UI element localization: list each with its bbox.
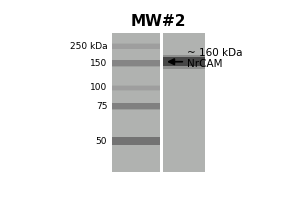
Bar: [112, 60, 160, 61]
Bar: [112, 103, 160, 109]
Bar: [163, 57, 205, 66]
Bar: [112, 48, 160, 49]
Bar: [112, 86, 160, 90]
Bar: [112, 43, 160, 44]
Bar: [112, 85, 160, 86]
Text: 75: 75: [96, 102, 107, 111]
Bar: [112, 144, 160, 145]
Bar: [112, 90, 160, 91]
Bar: [112, 66, 160, 67]
Text: ~ 160 kDa: ~ 160 kDa: [188, 48, 243, 58]
Text: 250 kDa: 250 kDa: [70, 42, 107, 51]
Text: 100: 100: [90, 83, 107, 92]
Bar: [160, 33, 163, 172]
Text: MW#2: MW#2: [131, 14, 186, 29]
Bar: [112, 33, 205, 172]
Bar: [112, 44, 160, 49]
Bar: [112, 60, 160, 66]
Bar: [112, 137, 160, 138]
Bar: [112, 137, 160, 145]
Bar: [163, 66, 205, 69]
Text: 150: 150: [90, 59, 107, 68]
Text: 50: 50: [96, 137, 107, 146]
Bar: [163, 55, 205, 57]
Text: NrCAM: NrCAM: [188, 59, 223, 69]
Bar: [112, 109, 160, 110]
Bar: [112, 103, 160, 104]
